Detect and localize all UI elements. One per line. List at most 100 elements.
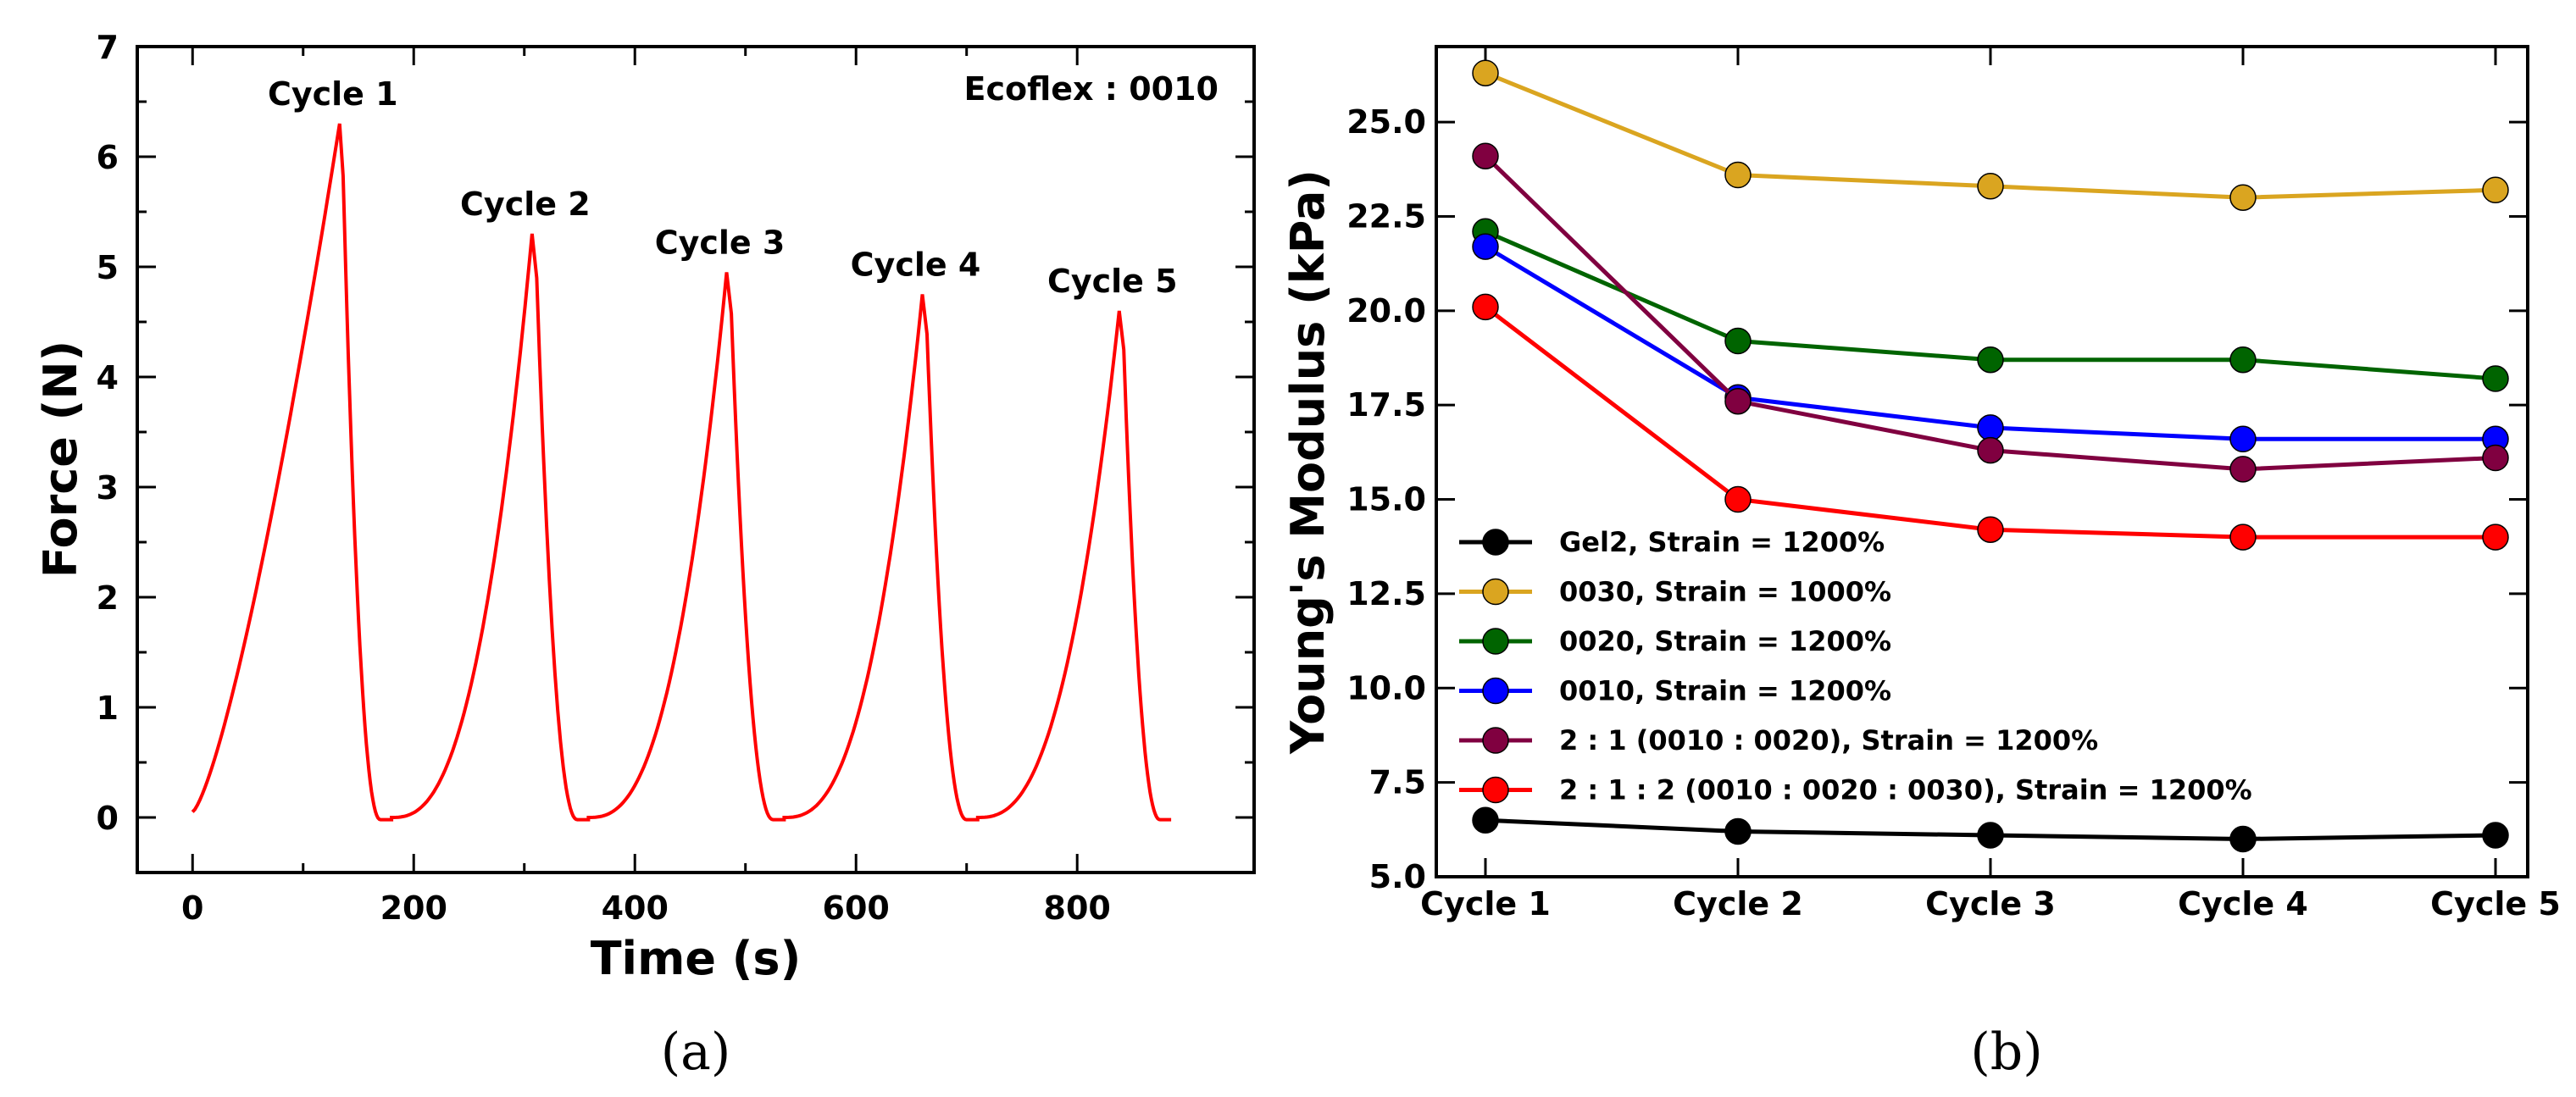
series-line bbox=[1484, 244, 2496, 441]
y-tick-label-a: 6 bbox=[97, 139, 119, 176]
data-point bbox=[2229, 524, 2257, 551]
legend-item-6: 2 : 1 : 2 (0010 : 0020 : 0030), Strain =… bbox=[1459, 774, 2252, 806]
data-point bbox=[2229, 346, 2257, 374]
y-tick-label-b: 10.0 bbox=[1346, 669, 1426, 706]
x-tick-label-b: Cycle 4 bbox=[2178, 885, 2308, 922]
x-tick-label-a: 800 bbox=[1044, 889, 1111, 927]
y-tick-label-a: 0 bbox=[97, 800, 119, 837]
data-point bbox=[2482, 444, 2509, 472]
panel-a-frame bbox=[136, 45, 1256, 874]
series-lines bbox=[1472, 59, 2509, 853]
y-tick-label-b: 15.0 bbox=[1346, 481, 1426, 518]
panel-b-frame bbox=[1435, 45, 2529, 878]
legend-swatch-marker bbox=[1482, 727, 1509, 754]
x-tick-label-a: 600 bbox=[823, 889, 890, 927]
cycle-label-2: Cycle 2 bbox=[460, 186, 591, 223]
cycle-label-1: Cycle 1 bbox=[268, 75, 398, 113]
y-tick-label-b: 25.0 bbox=[1346, 103, 1426, 141]
data-point bbox=[1724, 817, 1752, 845]
cycle-label-3: Cycle 3 bbox=[655, 224, 786, 262]
y-tick-label-b: 12.5 bbox=[1346, 575, 1426, 612]
x-tick-label-b: Cycle 2 bbox=[1673, 885, 1803, 922]
legend: Gel2, Strain = 1200% 0030, Strain = 1000%… bbox=[1459, 526, 2252, 806]
x-tick-label-a: 200 bbox=[380, 889, 447, 927]
data-point bbox=[1977, 346, 2004, 374]
y-tick-label-b: 20.0 bbox=[1346, 292, 1426, 330]
series-6 bbox=[1472, 293, 2509, 551]
legend-label: 2 : 1 : 2 (0010 : 0020 : 0030), Strain =… bbox=[1559, 774, 2252, 806]
legend-swatch-marker bbox=[1482, 776, 1509, 804]
legend-label: 2 : 1 (0010 : 0020), Strain = 1200% bbox=[1559, 724, 2098, 756]
panel-b: Cycle 1 Cycle 2 Cycle 3 Cycle 4 Cycle 5 5.0 7.… bbox=[1281, 45, 2561, 1082]
y-tick-label-b: 7.5 bbox=[1369, 764, 1426, 801]
legend-item-2: 0030, Strain = 1000% bbox=[1459, 576, 1891, 608]
x-tick-label-a: 400 bbox=[602, 889, 669, 927]
data-point bbox=[2229, 425, 2257, 453]
data-point bbox=[1977, 173, 2004, 200]
legend-label: 0020, Strain = 1200% bbox=[1559, 625, 1891, 657]
data-point bbox=[1724, 327, 1752, 355]
data-point bbox=[2482, 524, 2509, 551]
cycle-label-5: Cycle 5 bbox=[1047, 263, 1178, 300]
legend-item-3: 0020, Strain = 1200% bbox=[1459, 625, 1891, 657]
y-tick-label-a: 5 bbox=[97, 249, 119, 286]
data-point bbox=[2482, 822, 2509, 849]
data-point bbox=[2229, 825, 2257, 853]
y-tick-label-a: 3 bbox=[97, 469, 119, 507]
series-1 bbox=[1472, 806, 2509, 853]
y-axis-label-a: Force (N) bbox=[34, 341, 87, 578]
panel-a-ticks: 0 200 400 600 800 0 1 2 3 4 5 6 7 bbox=[97, 29, 1254, 927]
y-tick-label-a: 1 bbox=[97, 690, 119, 727]
x-tick-label-a: 0 bbox=[181, 889, 203, 927]
data-point bbox=[1472, 233, 1499, 260]
cycle-label-4: Cycle 4 bbox=[851, 247, 981, 284]
material-annotation: Ecoflex : 0010 bbox=[964, 70, 1219, 108]
legend-label: Gel2, Strain = 1200% bbox=[1559, 526, 1885, 558]
y-tick-label-a: 7 bbox=[97, 29, 119, 66]
series-3 bbox=[1472, 218, 2509, 392]
legend-swatch-marker bbox=[1482, 578, 1509, 606]
panel-b-ticks: Cycle 1 Cycle 2 Cycle 3 Cycle 4 Cycle 5 5.0 7.… bbox=[1346, 47, 2561, 922]
force-curve bbox=[191, 123, 1172, 822]
data-point bbox=[1977, 822, 2004, 849]
legend-swatch-marker bbox=[1482, 677, 1509, 705]
data-point bbox=[1977, 436, 2004, 464]
data-point bbox=[1472, 293, 1499, 321]
y-axis-label-b: Young's Modulus (kPa) bbox=[1281, 169, 1335, 755]
data-point bbox=[1472, 59, 1499, 86]
data-point bbox=[1724, 485, 1752, 513]
data-point bbox=[1472, 806, 1499, 834]
data-point bbox=[1472, 142, 1499, 169]
legend-label: 0010, Strain = 1200% bbox=[1559, 675, 1891, 707]
data-point bbox=[2482, 176, 2509, 204]
data-point bbox=[2229, 184, 2257, 211]
y-tick-label-b: 5.0 bbox=[1369, 858, 1426, 895]
y-tick-label-b: 17.5 bbox=[1346, 386, 1426, 424]
cycle-labels: Cycle 1 Cycle 2 Cycle 3 Cycle 4 Cycle 5 bbox=[268, 75, 1178, 300]
y-tick-label-a: 4 bbox=[97, 359, 119, 396]
panel-label-a: (a) bbox=[661, 1022, 731, 1082]
panel-label-b: (b) bbox=[1970, 1022, 2042, 1082]
legend-item-4: 0010, Strain = 1200% bbox=[1459, 675, 1891, 707]
data-point bbox=[1724, 387, 1752, 415]
x-tick-label-b: Cycle 3 bbox=[1925, 885, 2056, 922]
x-tick-label-b: Cycle 5 bbox=[2430, 885, 2561, 922]
series-2 bbox=[1472, 59, 2509, 211]
legend-item-1: Gel2, Strain = 1200% bbox=[1459, 526, 1885, 558]
x-axis-label-a: Time (s) bbox=[591, 932, 802, 985]
data-point bbox=[2482, 365, 2509, 392]
legend-label: 0030, Strain = 1000% bbox=[1559, 576, 1891, 608]
x-tick-label-b: Cycle 1 bbox=[1420, 885, 1551, 922]
data-point bbox=[1977, 516, 2004, 543]
series-5 bbox=[1472, 142, 2509, 483]
data-point bbox=[1977, 414, 2004, 441]
legend-item-5: 2 : 1 (0010 : 0020), Strain = 1200% bbox=[1459, 724, 2098, 756]
data-point bbox=[1724, 161, 1752, 189]
y-tick-label-a: 2 bbox=[97, 579, 119, 617]
y-tick-label-b: 22.5 bbox=[1346, 197, 1426, 235]
legend-swatch-marker bbox=[1482, 628, 1509, 655]
legend-swatch-marker bbox=[1482, 529, 1509, 556]
data-point bbox=[2229, 456, 2257, 483]
